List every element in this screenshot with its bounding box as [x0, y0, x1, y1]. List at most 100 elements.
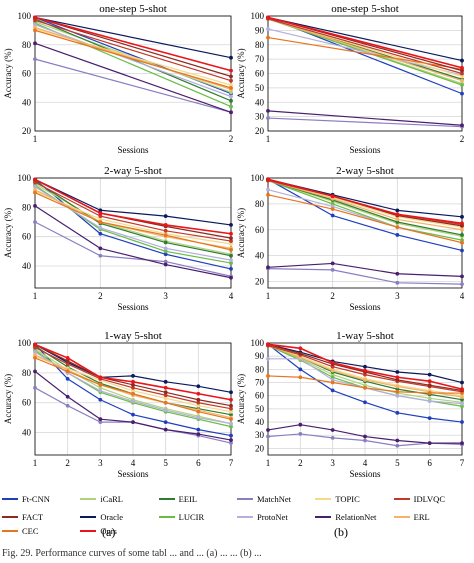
x-tick-label: 1 [266, 291, 271, 301]
data-point-relationnet [33, 369, 37, 374]
data-point-ours [229, 231, 233, 236]
data-point-matchnet [98, 253, 103, 258]
series-line-idlvqc [267, 18, 463, 75]
legend-label: IDLVQC [413, 494, 445, 504]
data-point-matchnet [363, 438, 367, 443]
y-tick-label: 100 [251, 338, 265, 348]
legend-item-topic: TOPIC [315, 490, 393, 508]
legend-swatch [158, 516, 175, 518]
data-point-ours [395, 375, 400, 380]
x-tick-label: 7 [460, 458, 465, 468]
data-point-relationnet [229, 110, 233, 115]
y-axis-label: Accuracy (%) [3, 208, 13, 258]
y-tick-label: 60 [22, 232, 32, 242]
data-point-ft-cnn [163, 252, 168, 257]
data-point-ours [395, 212, 400, 217]
x-axis-label: Sessions [117, 302, 149, 312]
legend-swatch [80, 498, 97, 500]
x-tick-label: 2 [330, 291, 335, 301]
data-point-topic [196, 403, 201, 408]
data-point-idlvqc [33, 345, 37, 350]
y-tick-label: 20 [255, 277, 265, 287]
data-point-erl [298, 355, 303, 360]
data-point-topic [131, 388, 135, 393]
data-point-protonet [266, 187, 270, 192]
data-point-ours [33, 342, 37, 347]
data-point-cec [395, 389, 400, 394]
data-point-idlvqc [98, 214, 103, 219]
legend-swatch [315, 498, 332, 500]
chart-title: 2-way 5-shot [104, 165, 162, 177]
data-point-eeil [460, 397, 464, 402]
y-tick-label: 60 [255, 391, 265, 401]
data-point-ours [266, 342, 270, 347]
data-point-relationnet [395, 438, 400, 443]
data-point-matchnet [266, 116, 270, 120]
y-tick-label: 60 [22, 398, 32, 408]
data-point-matchnet [395, 280, 400, 285]
subfigure-label-b: (b) [334, 525, 348, 539]
data-point-relationnet [330, 428, 335, 432]
legend-label: ProtoNet [257, 512, 288, 522]
legend-item-oracle: Oracle [80, 508, 158, 526]
series-line-erl [267, 18, 463, 82]
series-line-fact [34, 16, 232, 77]
data-point-cec [330, 380, 335, 385]
data-point-relationnet [229, 275, 233, 280]
data-point-cec [298, 375, 303, 380]
data-point-eeil [163, 240, 168, 245]
data-point-cec [266, 35, 270, 40]
data-point-relationnet [163, 427, 168, 432]
plot-frame [34, 15, 232, 132]
data-point-ours [33, 177, 37, 182]
data-point-ft-cnn [363, 400, 367, 405]
data-point-protonet [229, 421, 233, 426]
data-point-erl [460, 78, 464, 83]
data-point-protonet [330, 377, 335, 382]
y-tick-label: 40 [22, 428, 32, 438]
x-tick-label: 5 [163, 458, 168, 468]
data-point-matchnet [65, 403, 70, 408]
x-tick-label: 2 [298, 458, 303, 468]
data-point-ours [427, 379, 432, 384]
legend-item-lucir: LUCIR [158, 508, 237, 526]
data-point-relationnet [460, 441, 464, 446]
y-tick-label: 50 [255, 404, 265, 414]
data-point-fact [229, 403, 233, 408]
y-tick-label: 80 [22, 368, 32, 378]
series-line-ours [267, 16, 463, 69]
y-tick-label: 90 [255, 25, 265, 35]
y-tick-label: 80 [22, 202, 32, 212]
y-tick-label: 40 [255, 97, 265, 107]
y-tick-label: 70 [255, 54, 265, 64]
legend-label: EEIL [178, 494, 198, 504]
y-axis-label: Accuracy (%) [236, 208, 246, 258]
series-line-topic [34, 190, 232, 245]
data-point-matchnet [460, 282, 464, 287]
data-point-lucir [229, 261, 233, 265]
y-tick-label: 40 [255, 251, 265, 261]
y-tick-label: 40 [22, 97, 32, 107]
y-tick-label: 90 [255, 351, 265, 361]
data-point-protonet [98, 388, 103, 393]
legend-label: RelationNet [335, 512, 377, 522]
series-line-matchnet [267, 267, 463, 285]
data-point-oracle [427, 372, 432, 377]
data-point-ours [460, 221, 464, 226]
data-point-lucir [460, 404, 464, 409]
data-point-relationnet [266, 108, 270, 113]
series-line-idlvqc [34, 19, 232, 82]
y-tick-label: 20 [255, 443, 265, 453]
x-tick-label: 7 [229, 458, 234, 468]
data-point-fact [229, 74, 233, 79]
x-tick-label: 1 [33, 291, 38, 301]
data-point-eeil [229, 412, 233, 417]
data-point-matchnet [33, 385, 37, 390]
data-point-idlvqc [163, 393, 168, 398]
x-tick-label: 6 [427, 458, 432, 468]
data-point-topic [229, 83, 233, 87]
data-point-idlvqc [65, 362, 70, 366]
data-point-ours [33, 15, 37, 20]
x-tick-label: 3 [163, 291, 168, 301]
series-line-matchnet [34, 58, 232, 113]
